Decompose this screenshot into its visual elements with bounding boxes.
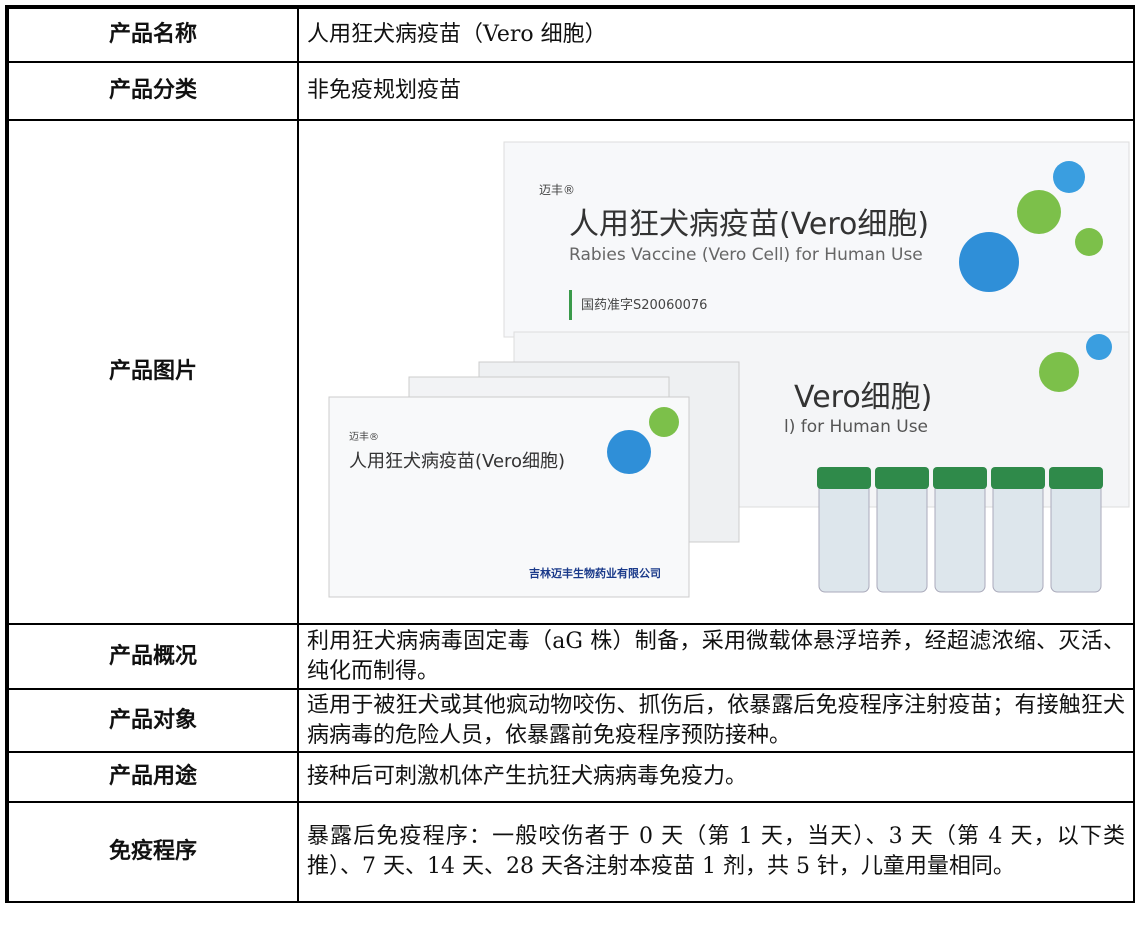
company: 吉林迈丰生物药业有限公司 [529,566,661,580]
brand-small: 迈丰® [349,430,379,443]
vials [817,467,1103,593]
product-table: 产品名称 人用狂犬病疫苗（Vero 细胞） 产品分类 非免疫规划疫苗 产品图片 迈丰… [5,5,1135,903]
label: 产品概况 [5,623,299,690]
cell: 接种后可刺激机体产生抗狂犬病病毒免疫力。 [297,751,1135,803]
cell: 适用于被狂犬或其他疯动物咬伤、抓伤后，依暴露后免疫程序注射疫苗；有接触狂犬病病毒… [297,688,1135,753]
label: 产品图片 [5,119,299,625]
cell: 暴露后免疫程序：一般咬伤者于 0 天（第 1 天，当天）、3 天（第 4 天，以… [297,801,1135,903]
label: 产品分类 [5,61,299,121]
dot [1086,334,1112,360]
box-large [503,141,1130,338]
dot [607,430,651,474]
cell: 非免疫规划疫苗 [297,61,1135,121]
dot [649,407,679,437]
dot [1075,228,1103,256]
cell: 利用狂犬病病毒固定毒（aG 株）制备，采用微载体悬浮培养，经超滤浓缩、灭活、纯化… [297,623,1135,690]
label: 产品名称 [5,5,299,63]
label: 免疫程序 [5,801,299,903]
cell: 人用狂犬病疫苗（Vero 细胞） [297,5,1135,63]
dot [959,232,1019,292]
product-name-partial: Vero细胞) [794,380,932,415]
product-name-en-partial: l) for Human Use [784,417,928,437]
dot [1039,352,1079,392]
dot [1053,161,1085,193]
product-name-en: Rabies Vaccine (Vero Cell) for Human Use [569,245,923,265]
label: 产品用途 [5,751,299,803]
brand: 迈丰® [539,183,575,197]
product-name: 人用狂犬病疫苗(Vero细胞) [569,207,929,242]
product-name-small: 人用狂犬病疫苗(Vero细胞) [349,451,565,472]
label: 产品对象 [5,688,299,753]
product-image: 迈丰® 人用狂犬病疫苗(Vero细胞) Rabies Vaccine (Vero… [328,141,1130,598]
accent [569,290,572,320]
dot [1017,190,1061,234]
image-cell: 迈丰® 人用狂犬病疫苗(Vero细胞) Rabies Vaccine (Vero… [297,119,1135,625]
approval: 国药准字S20060076 [581,298,707,313]
